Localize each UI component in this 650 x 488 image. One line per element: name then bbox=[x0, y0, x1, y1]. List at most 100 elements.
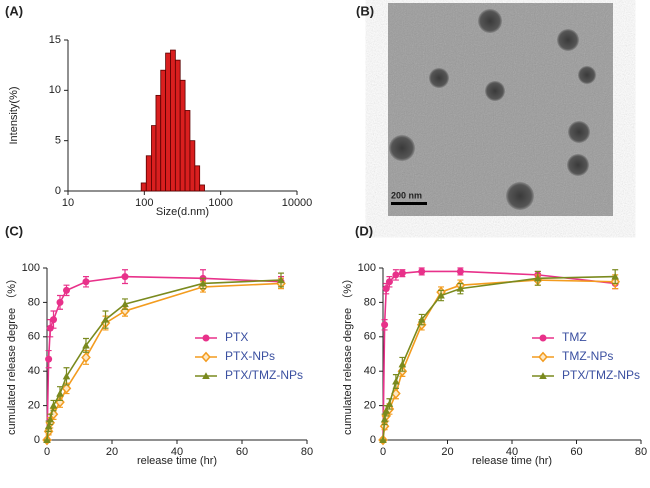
legend-label: PTX/TMZ-NPs bbox=[225, 368, 303, 382]
bar bbox=[151, 125, 157, 192]
y-tick-label: 40 bbox=[364, 365, 376, 377]
bar bbox=[199, 184, 205, 192]
x-tick-label: 10000 bbox=[282, 197, 313, 209]
x-tick-label: 0 bbox=[44, 446, 50, 458]
marker bbox=[392, 271, 400, 279]
y-tick-label: 60 bbox=[364, 331, 376, 343]
y-tick-label: 10 bbox=[49, 84, 61, 96]
panel-label: (D) bbox=[355, 223, 373, 238]
panel-label: (C) bbox=[5, 223, 23, 238]
marker bbox=[81, 352, 91, 363]
x-axis-label: Size(d.nm) bbox=[156, 206, 209, 218]
bar bbox=[160, 69, 167, 192]
x-tick-label: 60 bbox=[570, 446, 582, 458]
marker bbox=[534, 274, 542, 282]
marker bbox=[379, 436, 387, 444]
legend-marker bbox=[538, 351, 548, 363]
y-tick-label: 40 bbox=[28, 365, 40, 377]
marker bbox=[44, 422, 53, 430]
legend-marker bbox=[202, 372, 210, 380]
scale-bar-label: 200 nm bbox=[391, 190, 422, 200]
legend-label: PTX-NPs bbox=[225, 349, 275, 363]
x-axis-label: release time (hr) bbox=[137, 455, 217, 467]
legend-marker bbox=[539, 372, 547, 380]
marker bbox=[82, 278, 90, 286]
marker bbox=[398, 269, 406, 277]
marker bbox=[50, 316, 57, 324]
y-tick-label: 80 bbox=[364, 296, 376, 308]
tem-image: 200 nm bbox=[388, 3, 613, 216]
marker bbox=[380, 415, 389, 423]
bar bbox=[189, 140, 196, 192]
marker bbox=[437, 291, 445, 299]
marker bbox=[121, 300, 129, 308]
x-tick-label: 20 bbox=[106, 446, 118, 458]
marker bbox=[49, 401, 58, 409]
legend-label: PTX bbox=[225, 330, 248, 344]
bar bbox=[179, 79, 186, 192]
x-tick-label: 40 bbox=[171, 446, 183, 458]
series-line bbox=[46, 275, 282, 441]
y-tick-label: 20 bbox=[364, 400, 376, 412]
x-tick-label: 0 bbox=[380, 446, 386, 458]
bar bbox=[184, 110, 191, 192]
y-tick-label: 20 bbox=[28, 400, 40, 412]
y-axis-label: Intensity(%) bbox=[8, 86, 20, 144]
y-axis-label: cumulated release degree （%） bbox=[341, 273, 354, 435]
marker bbox=[43, 436, 51, 444]
y-tick-label: 15 bbox=[49, 34, 61, 46]
bar bbox=[174, 59, 181, 192]
marker bbox=[382, 406, 391, 414]
y-tick-label: 80 bbox=[28, 296, 40, 308]
bar bbox=[170, 49, 176, 192]
marker bbox=[456, 267, 464, 275]
marker bbox=[418, 267, 426, 275]
bar bbox=[165, 52, 171, 192]
bar bbox=[194, 165, 201, 192]
marker bbox=[392, 377, 400, 385]
marker bbox=[456, 284, 465, 292]
marker bbox=[56, 389, 64, 397]
legend-label: TMZ-NPs bbox=[562, 349, 613, 363]
x-tick-label: 40 bbox=[506, 446, 518, 458]
x-axis-label: release time (hr) bbox=[472, 455, 552, 467]
marker bbox=[398, 360, 407, 368]
x-tick-label: 80 bbox=[635, 446, 647, 458]
y-tick-label: 0 bbox=[370, 434, 376, 446]
marker bbox=[46, 415, 55, 423]
x-tick-label: 1000 bbox=[208, 197, 232, 209]
marker bbox=[101, 315, 110, 323]
marker bbox=[381, 321, 389, 329]
marker bbox=[56, 298, 64, 306]
marker bbox=[385, 278, 393, 286]
marker bbox=[45, 355, 53, 363]
marker bbox=[121, 273, 129, 281]
y-tick-label: 5 bbox=[55, 135, 61, 147]
marker bbox=[382, 285, 390, 293]
x-tick-label: 100 bbox=[135, 197, 153, 209]
bar bbox=[140, 182, 147, 192]
bar bbox=[145, 155, 152, 192]
legend-marker bbox=[202, 334, 210, 342]
marker bbox=[62, 372, 71, 380]
marker bbox=[417, 315, 426, 323]
y-tick-label: 100 bbox=[358, 262, 376, 274]
legend-label: TMZ bbox=[562, 330, 587, 344]
marker bbox=[48, 408, 59, 420]
x-tick-label: 20 bbox=[441, 446, 453, 458]
marker bbox=[63, 286, 70, 294]
x-tick-label: 60 bbox=[236, 446, 248, 458]
y-tick-label: 0 bbox=[34, 434, 40, 446]
x-tick-label: 10 bbox=[62, 197, 74, 209]
marker bbox=[82, 341, 90, 349]
y-tick-label: 100 bbox=[22, 262, 40, 274]
bar bbox=[155, 94, 162, 192]
panel-label: (A) bbox=[5, 3, 23, 18]
legend-label: PTX/TMZ-NPs bbox=[562, 368, 640, 382]
y-axis-label: cumulated release degree （%） bbox=[5, 273, 18, 435]
y-tick-label: 60 bbox=[28, 331, 40, 343]
legend-marker bbox=[539, 334, 547, 342]
legend-marker bbox=[201, 351, 211, 363]
x-tick-label: 80 bbox=[301, 446, 313, 458]
